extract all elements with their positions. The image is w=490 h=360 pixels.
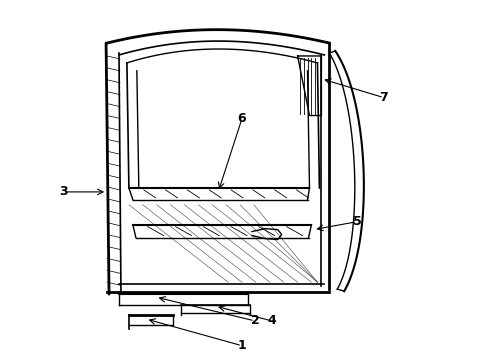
Text: 1: 1 (238, 339, 246, 352)
Text: 4: 4 (268, 314, 276, 327)
Text: 2: 2 (250, 314, 259, 327)
Text: 5: 5 (353, 215, 362, 228)
Text: 6: 6 (238, 112, 246, 125)
Text: 7: 7 (380, 91, 388, 104)
Text: 3: 3 (59, 185, 68, 198)
